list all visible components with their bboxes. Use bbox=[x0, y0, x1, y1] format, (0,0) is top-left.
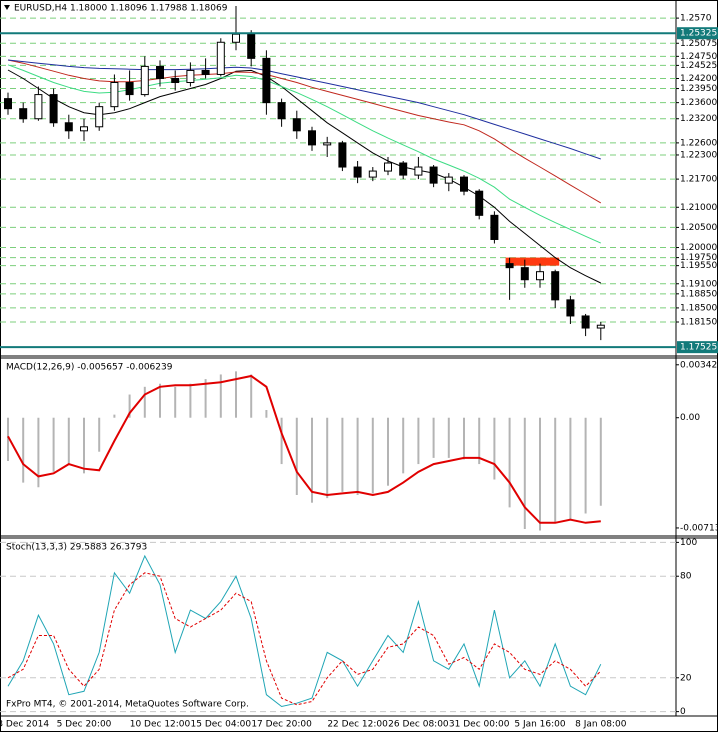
y-tick-label: 1.20000 bbox=[680, 243, 717, 253]
candle-body bbox=[368, 170, 377, 178]
y-tick-label: 80 bbox=[680, 572, 692, 582]
y-tick-label: 1.20500 bbox=[680, 223, 717, 233]
candle-body bbox=[323, 142, 332, 146]
candle-body bbox=[125, 82, 134, 96]
candle-body bbox=[140, 65, 149, 96]
y-tick-label: 20 bbox=[680, 673, 692, 683]
y-tick-label: 1.21700 bbox=[680, 175, 717, 185]
y-tick-label: 100 bbox=[680, 538, 697, 548]
candle-body bbox=[490, 214, 499, 240]
candle-body bbox=[277, 102, 286, 120]
y-tick-label: 1.24525 bbox=[680, 61, 717, 71]
candle-body bbox=[232, 33, 240, 43]
candle-body bbox=[429, 166, 438, 184]
x-tick-label: 10 Dec 12:00 bbox=[130, 720, 191, 730]
y-tick-label: 1.25075 bbox=[680, 39, 717, 49]
macd-signal bbox=[7, 374, 601, 524]
y-tick-label: 1.23600 bbox=[680, 98, 717, 108]
stoch-line bbox=[7, 554, 602, 708]
x-tick-label: 22 Dec 12:00 bbox=[327, 720, 388, 730]
candle-body bbox=[171, 77, 180, 84]
level-label: 1.17525 bbox=[680, 343, 717, 353]
candle-body bbox=[247, 33, 256, 59]
moving-average bbox=[7, 59, 601, 160]
x-tick-label: 31 Dec 00:00 bbox=[449, 720, 510, 730]
y-tick-label: 0.00 bbox=[680, 413, 700, 423]
x-tick-label: 8 Jan 08:00 bbox=[575, 720, 627, 730]
candle-body bbox=[581, 315, 590, 329]
x-tick-label: 15 Dec 04:00 bbox=[191, 720, 252, 730]
symbol-marker bbox=[4, 5, 10, 10]
price-zone bbox=[505, 257, 560, 266]
panel-title: Stoch(13,3,3) 29.5883 26.3793 bbox=[6, 543, 147, 553]
candle-body bbox=[338, 142, 347, 168]
candle-body bbox=[505, 263, 514, 269]
candle-body bbox=[19, 108, 28, 120]
candle-body bbox=[80, 126, 88, 132]
y-tick-label: 1.2570 bbox=[680, 14, 712, 24]
y-tick-label: 1.18150 bbox=[680, 317, 717, 327]
level-label: 1.25325 bbox=[680, 29, 717, 39]
panel-title: MACD(12,26,9) -0.005657 -0.006239 bbox=[6, 363, 173, 373]
x-tick-label: 5 Dec 20:00 bbox=[57, 720, 112, 730]
y-tick-label: 1.22300 bbox=[680, 150, 717, 160]
candle-body bbox=[566, 299, 575, 317]
y-tick-label: 0 bbox=[680, 707, 686, 717]
y-tick-label: 1.18850 bbox=[680, 289, 717, 299]
candle-body bbox=[475, 190, 484, 216]
x-tick-label: 17 Dec 20:00 bbox=[251, 720, 312, 730]
candle-body bbox=[536, 271, 544, 281]
candle-body bbox=[262, 57, 271, 104]
candle-body bbox=[186, 69, 195, 84]
y-tick-label: 1.19750 bbox=[680, 253, 717, 263]
candle-body bbox=[353, 166, 362, 178]
candle-body bbox=[520, 267, 529, 281]
candle-body bbox=[596, 324, 605, 329]
moving-average bbox=[7, 64, 602, 244]
y-tick-label: 1.19100 bbox=[680, 279, 717, 289]
candle-body bbox=[201, 69, 210, 75]
level-label-box bbox=[677, 27, 718, 40]
x-tick-label: 26 Dec 08:00 bbox=[388, 720, 449, 730]
candle-body bbox=[64, 122, 73, 132]
stoch-line bbox=[7, 572, 602, 706]
y-tick-label: 1.22600 bbox=[680, 138, 717, 148]
y-tick-label: 0.003426 bbox=[680, 360, 718, 370]
panel-title: EURUSD,H4 1.18000 1.18096 1.17988 1.1806… bbox=[14, 4, 228, 14]
moving-average bbox=[7, 59, 602, 204]
y-tick-label: 1.21000 bbox=[680, 203, 717, 213]
y-tick-label: 1.24750 bbox=[680, 52, 717, 62]
candle-body bbox=[444, 176, 453, 184]
x-tick-label: 3 Dec 2014 bbox=[0, 720, 49, 730]
candle-body bbox=[292, 118, 301, 132]
copyright: FxPro MT4, © 2001-2014, MetaQuotes Softw… bbox=[6, 700, 249, 710]
y-tick-label: 1.18500 bbox=[680, 303, 717, 313]
candle-body bbox=[384, 162, 392, 172]
candle-body bbox=[308, 130, 316, 146]
y-tick-label: 1.19550 bbox=[680, 261, 717, 271]
candle-body bbox=[216, 41, 225, 75]
y-tick-label: 1.23950 bbox=[680, 84, 717, 94]
y-tick-label: -0.007134 bbox=[680, 523, 718, 533]
candle-body bbox=[460, 176, 468, 192]
candle-body bbox=[414, 166, 423, 176]
candle-body bbox=[110, 82, 119, 108]
x-tick-label: 5 Jan 16:00 bbox=[514, 720, 566, 730]
candle-body bbox=[4, 98, 12, 110]
level-label-box bbox=[677, 341, 718, 354]
candle-body bbox=[156, 65, 164, 79]
y-tick-label: 1.24200 bbox=[680, 74, 717, 84]
y-tick-label: 1.23200 bbox=[680, 114, 717, 124]
candle-body bbox=[49, 94, 58, 124]
candle-body bbox=[95, 106, 104, 128]
candle-body bbox=[399, 162, 408, 176]
candle-body bbox=[34, 94, 43, 120]
moving-average bbox=[7, 69, 602, 284]
candle-body bbox=[551, 271, 560, 301]
